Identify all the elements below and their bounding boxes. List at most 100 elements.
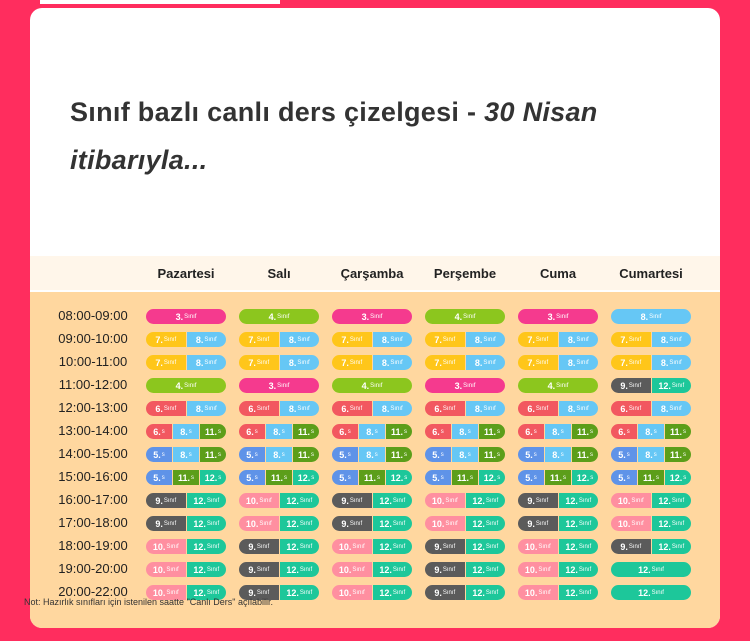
- class-badge: 8. s: [359, 424, 385, 439]
- class-badge: 12. Sınıf: [651, 378, 691, 393]
- class-badge: 10. Sınıf: [611, 493, 651, 508]
- class-badge: 8. s: [359, 447, 385, 462]
- schedule-cell: 12. Sınıf: [611, 585, 691, 600]
- class-badge: 6. s: [425, 424, 451, 439]
- class-badge: 5. s: [425, 447, 451, 462]
- schedule-cell: 10. Sınıf 12. Sınıf: [146, 562, 226, 577]
- class-badge: 8. Sınıf: [372, 401, 412, 416]
- class-badge: 9. Sınıf: [611, 539, 651, 554]
- class-badge: 7. Sınıf: [239, 355, 279, 370]
- class-badge: 5. s: [611, 447, 637, 462]
- class-badge: 11. s: [572, 424, 598, 439]
- class-badge: 8. s: [452, 424, 478, 439]
- class-badge: 8. Sınıf: [465, 332, 505, 347]
- class-badge: 8. Sınıf: [651, 355, 691, 370]
- schedule-cell: 6. Sınıf 8. Sınıf: [611, 401, 691, 416]
- schedule-row: 12:00-13:00 6. Sınıf 8. Sınıf 6. Sınıf 8. Sınıf 6…: [30, 397, 720, 419]
- schedule-cell: 10. Sınıf 12. Sınıf: [425, 493, 505, 508]
- schedule-cell: 7. Sınıf 8. Sınıf: [518, 332, 598, 347]
- class-badge: 8. Sınıf: [372, 332, 412, 347]
- class-badge: 4. Sınıf: [518, 378, 598, 393]
- class-badge: 8. s: [638, 424, 664, 439]
- schedule-row: 11:00-12:00 4. Sınıf 3. Sınıf 4. Sınıf 3. Sınıf 4…: [30, 374, 720, 396]
- schedule-cell: 3. Sınıf: [332, 309, 412, 324]
- class-badge: 8. Sınıf: [558, 332, 598, 347]
- time-slot-label: 08:00-09:00: [58, 308, 128, 323]
- class-badge: 10. Sınıf: [518, 539, 558, 554]
- class-badge: 8. Sınıf: [186, 332, 226, 347]
- schedule-cell: 5. s 8. s 11. s: [518, 447, 598, 462]
- schedule-cell: 9. Sınıf 12. Sınıf: [332, 516, 412, 531]
- class-badge: 9. Sınıf: [146, 516, 186, 531]
- time-slot-label: 18:00-19:00: [58, 538, 128, 553]
- time-slot-label: 20:00-22:00: [58, 584, 128, 599]
- time-slot-label: 19:00-20:00: [58, 561, 128, 576]
- schedule-cell: 5. s 8. s 11. s: [611, 447, 691, 462]
- class-badge: 12. s: [386, 470, 412, 485]
- class-badge: 12. Sınıf: [186, 562, 226, 577]
- class-badge: 12. s: [665, 470, 691, 485]
- class-badge: 8. Sınıf: [558, 355, 598, 370]
- class-badge: 11. s: [386, 424, 412, 439]
- class-badge: 6. s: [239, 424, 265, 439]
- class-badge: 9. Sınıf: [518, 516, 558, 531]
- class-badge: 9. Sınıf: [332, 493, 372, 508]
- class-badge: 11. s: [293, 447, 319, 462]
- schedule-cell: 7. Sınıf 8. Sınıf: [239, 355, 319, 370]
- class-badge: 12. Sınıf: [372, 493, 412, 508]
- schedule-cell: 6. s 8. s 11. s: [239, 424, 319, 439]
- class-badge: 12. Sınıf: [465, 493, 505, 508]
- schedule-cell: 10. Sınıf 12. Sınıf: [332, 539, 412, 554]
- class-badge: 6. Sınıf: [611, 401, 651, 416]
- class-badge: 12. Sınıf: [558, 562, 598, 577]
- class-badge: 12. s: [293, 470, 319, 485]
- class-badge: 8. s: [173, 424, 199, 439]
- class-badge: 7. Sınıf: [425, 332, 465, 347]
- class-badge: 6. s: [518, 424, 544, 439]
- class-badge: 8. Sınıf: [279, 355, 319, 370]
- class-badge: 12. Sınıf: [611, 562, 691, 577]
- class-badge: 10. Sınıf: [239, 516, 279, 531]
- class-badge: 12. Sınıf: [186, 516, 226, 531]
- class-badge: 6. Sınıf: [518, 401, 558, 416]
- class-badge: 12. s: [200, 470, 226, 485]
- schedule-cell: 5. s 11. s 12. s: [146, 470, 226, 485]
- class-badge: 5. s: [239, 470, 265, 485]
- class-badge: 7. Sınıf: [518, 355, 558, 370]
- class-badge: 7. Sınıf: [146, 332, 186, 347]
- class-badge: 10. Sınıf: [146, 585, 186, 600]
- class-badge: 12. Sınıf: [651, 539, 691, 554]
- class-badge: 3. Sınıf: [518, 309, 598, 324]
- class-badge: 9. Sınıf: [332, 516, 372, 531]
- class-badge: 12. Sınıf: [651, 516, 691, 531]
- schedule-cell: 7. Sınıf 8. Sınıf: [518, 355, 598, 370]
- schedule-cell: 5. s 11. s 12. s: [239, 470, 319, 485]
- class-badge: 10. Sınıf: [146, 539, 186, 554]
- time-slot-label: 10:00-11:00: [58, 354, 128, 369]
- class-badge: 5. s: [611, 470, 637, 485]
- schedule-cell: 9. Sınıf 12. Sınıf: [146, 493, 226, 508]
- schedule-cell: 5. s 11. s 12. s: [518, 470, 598, 485]
- day-header: Çarşamba: [340, 266, 404, 281]
- class-badge: 12. Sınıf: [558, 585, 598, 600]
- schedule-cell: 5. s 8. s 11. s: [146, 447, 226, 462]
- class-badge: 11. s: [386, 447, 412, 462]
- class-badge: 12. Sınıf: [465, 585, 505, 600]
- class-badge: 12. Sınıf: [279, 539, 319, 554]
- class-badge: 12. Sınıf: [186, 539, 226, 554]
- class-badge: 12. Sınıf: [279, 493, 319, 508]
- class-badge: 6. Sınıf: [239, 401, 279, 416]
- schedule-cell: 5. s 11. s 12. s: [611, 470, 691, 485]
- schedule-row: 15:00-16:00 5. s 11. s 12. s 5. s 11. s 12. s 5. s 11. s…: [30, 466, 720, 488]
- class-badge: 8. s: [266, 447, 292, 462]
- schedule-cell: 4. Sınıf: [146, 378, 226, 393]
- class-badge: 12. Sınıf: [186, 585, 226, 600]
- schedule-cell: 6. Sınıf 8. Sınıf: [425, 401, 505, 416]
- class-badge: 8. s: [545, 424, 571, 439]
- class-badge: 4. Sınıf: [239, 309, 319, 324]
- class-badge: 10. Sınıf: [239, 493, 279, 508]
- schedule-cell: 6. s 8. s 11. s: [611, 424, 691, 439]
- class-badge: 11. s: [452, 470, 478, 485]
- schedule-cell: 6. s 8. s 11. s: [518, 424, 598, 439]
- class-badge: 12. Sınıf: [611, 585, 691, 600]
